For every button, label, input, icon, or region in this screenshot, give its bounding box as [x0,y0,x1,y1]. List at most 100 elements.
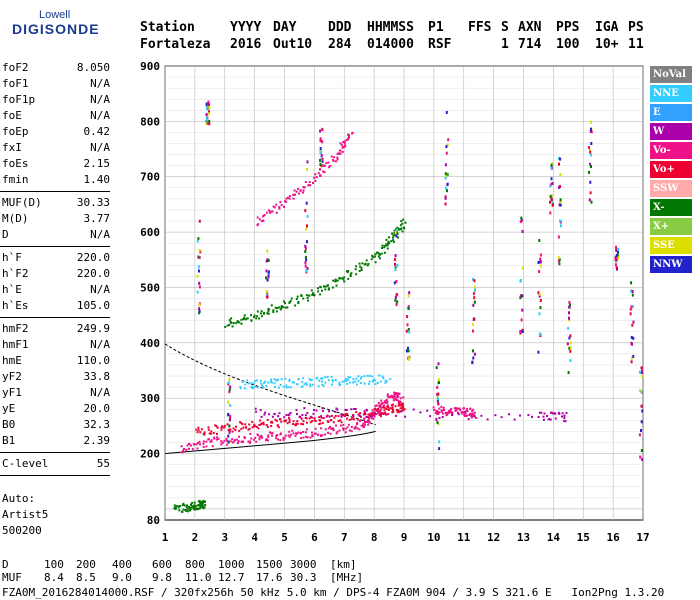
echo-point [376,382,379,384]
param-row: h`F2 220.0 [2,267,110,283]
header-label-3: DDD [328,20,352,35]
echo-point [263,413,266,416]
echo-point [173,507,176,510]
noise-point [640,420,643,424]
echo-point [297,192,300,195]
echo-point [274,306,277,309]
echo-point [254,407,257,410]
noise-point [267,259,270,262]
echo-point [352,381,354,384]
echo-point [398,404,401,407]
echo-point [240,422,243,425]
noise-point [550,177,553,181]
echo-point [332,380,334,383]
echo-point [263,311,266,314]
param-row: foEs 2.15 [2,157,110,173]
echo-point [377,410,380,413]
echo-point [265,211,268,214]
echo-point [346,382,349,385]
echo-point [400,404,403,407]
header-value-8: 714 [518,37,542,52]
echo-point [260,434,263,437]
noise-point [394,298,397,302]
echo-point [468,414,471,416]
noise-point [615,253,618,257]
noise-point [638,389,641,393]
echo-point [202,501,204,504]
echo-point [467,418,470,421]
echo-point [432,406,435,409]
echo-point [401,222,404,225]
echo-point [252,438,255,441]
echo-point [301,385,304,388]
echo-point [330,414,333,417]
echo-point [344,413,347,416]
param-value: 249.9 [76,322,110,335]
noise-point [589,180,592,184]
echo-point [332,159,335,162]
param-row: foF2 8.050 [2,61,110,77]
echo-point [348,381,351,384]
echo-point [563,414,566,417]
noise-point [566,342,569,346]
echo-point [392,240,395,243]
noise-point [444,172,447,176]
noise-point [395,303,398,307]
noise-point [435,417,438,421]
noise-point [568,305,571,309]
echo-point [397,395,400,398]
echo-point [310,289,313,292]
echo-point [329,425,332,428]
noise-point [196,239,199,243]
echo-point [182,449,185,452]
echo-point [342,141,345,144]
echo-point [561,412,564,415]
param-key: h`E [2,283,22,296]
echo-point [270,421,273,424]
noise-point [198,311,201,315]
ionogram-chart: 1 2 3 4 5 6 7 8 9 10 11 12 13 14 15 16 17802003004005006… [140,60,650,544]
echo-point [363,375,366,378]
param-key: fxI [2,141,22,154]
echo-point [434,411,437,414]
echo-point [263,214,266,216]
noise-point [319,163,322,166]
echo-point [272,311,275,313]
noise-point [265,293,268,297]
echo-point [440,410,443,413]
echo-point [296,422,299,425]
noise-point [568,336,571,340]
param-row: fmin 1.40 [2,173,110,189]
echo-point [360,424,363,427]
echo-point [200,505,203,508]
echo-point [297,187,300,190]
param-row: MUF(D) 30.33 [2,196,110,212]
echo-point [392,395,394,398]
echo-point [375,404,378,407]
header-value-3: 284 [328,37,352,52]
echo-point [557,411,560,414]
noise-point [436,401,439,405]
echo-point [275,203,278,206]
param-key: hmF1 [2,338,29,351]
noise-point [590,153,593,157]
echo-point [381,247,383,249]
echo-point [358,262,361,265]
echo-point [340,413,343,416]
echo-point [320,415,322,418]
noise-point [472,329,474,333]
echo-point [302,377,305,380]
echo-point [300,422,303,425]
echo-point [343,145,346,148]
param-row: foF1 N/A [2,77,110,93]
echo-point [336,279,339,282]
echo-point [340,421,343,424]
param-row: yF1 N/A [2,386,110,402]
echo-point [379,405,382,408]
echo-point [383,251,386,254]
param-row: hmF2 249.9 [2,322,110,338]
noise-point [227,434,230,438]
noise-point [641,457,644,461]
echo-point [191,501,194,504]
noise-point [472,318,475,321]
